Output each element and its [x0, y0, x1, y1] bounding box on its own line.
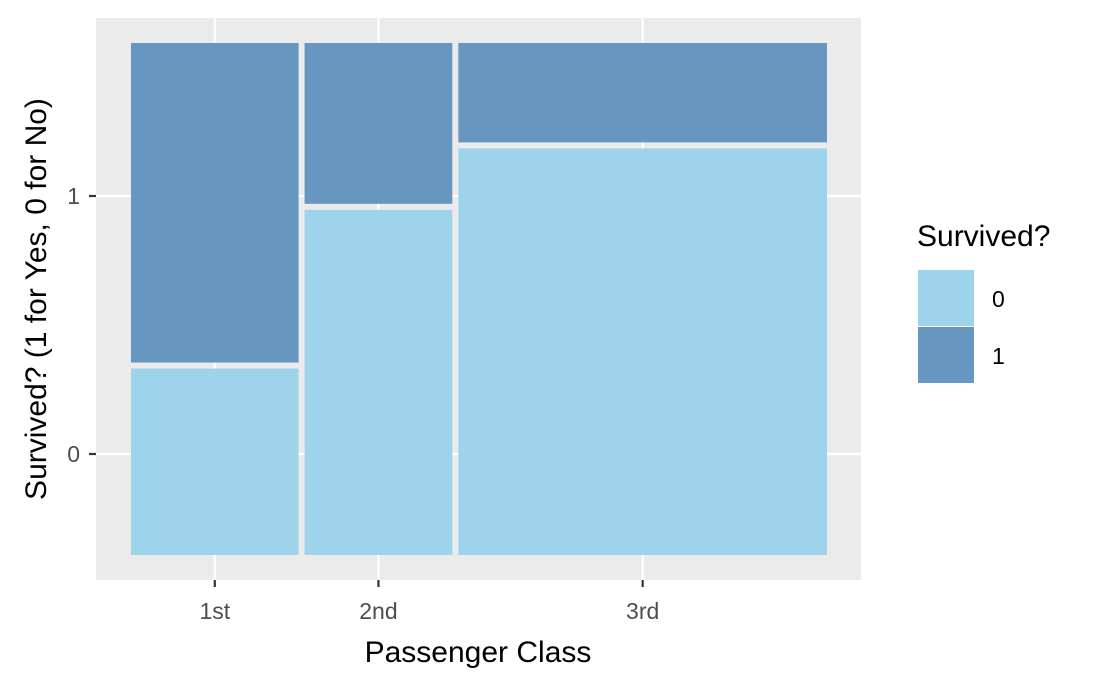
legend-key-0 — [918, 270, 974, 326]
x-tick-label: 3rd — [626, 598, 659, 624]
tile-3rd-survived-0 — [458, 148, 827, 555]
x-axis-title: Passenger Class — [365, 636, 592, 669]
legend-title: Survived? — [917, 220, 1050, 253]
tile-2nd-survived-1 — [304, 43, 453, 204]
x-tick-label: 2nd — [359, 598, 397, 624]
y-tick-label: 1 — [67, 183, 80, 209]
legend: Survived? 0 1 — [917, 220, 1050, 383]
axes: 1st 2nd 3rd 0 1 — [67, 183, 659, 624]
tile-1st-survived-0 — [131, 368, 299, 555]
tile-2nd-survived-0 — [304, 209, 453, 555]
y-axis-title: Survived? (1 for Yes, 0 for No) — [20, 98, 53, 500]
y-tick-label: 0 — [67, 441, 80, 467]
legend-key-1 — [918, 327, 974, 383]
mosaic-tiles — [131, 43, 827, 555]
x-tick-label: 1st — [199, 598, 230, 624]
tile-1st-survived-1 — [131, 43, 299, 363]
legend-label-0: 0 — [992, 286, 1005, 312]
legend-label-1: 1 — [992, 343, 1005, 369]
tile-3rd-survived-1 — [458, 43, 827, 143]
